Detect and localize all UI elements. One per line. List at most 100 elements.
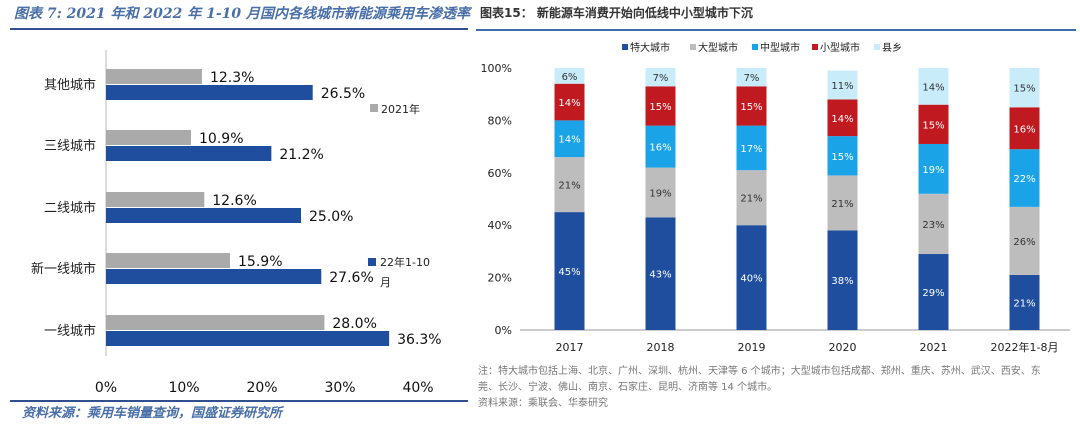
right-bar-segment-label: 21%	[831, 199, 853, 210]
right-bar-segment-label: 40%	[740, 274, 762, 285]
legend-swatch-2021	[370, 104, 378, 112]
right-bar-segment-0	[645, 217, 676, 330]
right-bar-segment-label: 11%	[831, 81, 853, 92]
left-bar-value-label: 15.9%	[238, 254, 282, 270]
right-legend-swatch	[874, 44, 880, 50]
right-bar-segment-4	[1009, 68, 1040, 108]
right-legend-label: 大型城市	[698, 41, 738, 54]
right-bar-segment-label: 14%	[558, 98, 580, 109]
right-bar-segment-label: 7%	[653, 73, 669, 84]
right-legend-label: 小型城市	[820, 41, 860, 54]
right-bar-segment-3	[554, 83, 585, 121]
right-bar-segment-label: 21%	[740, 194, 762, 205]
right-x-tick-label: 2021	[920, 341, 948, 354]
right-bar-segment-1	[827, 175, 858, 231]
right-bar-segment-2	[918, 143, 949, 194]
left-x-tick-label: 40%	[402, 380, 433, 396]
left-bar-2022	[106, 269, 322, 284]
right-y-tick-label: 60%	[488, 167, 512, 180]
left-bar-2022	[106, 85, 313, 100]
right-legend-swatch	[752, 44, 758, 50]
right-bar-segment-label: 38%	[831, 276, 853, 287]
right-bar-segment-label: 29%	[922, 288, 944, 299]
left-bar-value-label: 27.6%	[329, 270, 373, 286]
right-y-tick-label: 80%	[488, 114, 512, 127]
right-bar-segment-0	[554, 212, 585, 330]
left-bar-2021	[106, 130, 192, 145]
right-bar-segment-3	[918, 104, 949, 144]
left-bar-2021	[106, 253, 231, 268]
left-bar-value-label: 25.0%	[309, 209, 353, 225]
right-bar-segment-3	[736, 86, 767, 126]
right-bar-segment-label: 16%	[649, 143, 671, 154]
right-legend-label: 特大城市	[630, 41, 670, 54]
right-bar-segment-4	[827, 70, 858, 100]
note-line-2: 莞、长沙、宁波、佛山、南京、石家庄、昆明、济南等 14 个城市。	[478, 382, 778, 393]
legend-swatch-2022	[368, 258, 376, 266]
note-line-1: 注：特大城市包括上海、北京、广州、深圳、杭州、天津等 6 个城市；大型城市包括成…	[478, 366, 1041, 377]
left-bar-value-label: 36.3%	[397, 332, 441, 348]
left-x-tick-label: 0%	[95, 380, 117, 396]
left-category-label: 其他城市	[44, 77, 96, 93]
right-bar-segment-label: 26%	[1013, 237, 1035, 248]
right-bar-segment-4	[645, 68, 676, 87]
right-bar-segment-label: 14%	[831, 114, 853, 125]
left-bar-2022	[106, 208, 301, 223]
right-bar-segment-label: 21%	[558, 181, 580, 192]
right-bar-segment-2	[827, 136, 858, 176]
right-bar-segment-label: 17%	[740, 144, 762, 155]
right-y-tick-label: 0%	[495, 324, 512, 337]
left-bar-value-label: 12.3%	[210, 70, 254, 86]
right-x-tick-label: 2022年1-8月	[991, 340, 1059, 354]
legend-label-2022-line1: 22年1-10	[380, 255, 430, 269]
right-legend-label: 县乡	[882, 42, 902, 54]
right-bar-segment-label: 19%	[922, 165, 944, 176]
right-bar-segment-2	[554, 120, 585, 158]
right-bar-segment-1	[554, 157, 585, 213]
right-notes: 注：特大城市包括上海、北京、广州、深圳、杭州、天津等 6 个城市；大型城市包括成…	[478, 364, 1074, 412]
right-title-divider	[476, 29, 1076, 31]
right-bar-segment-4	[918, 68, 949, 105]
right-legend-swatch	[690, 44, 696, 50]
left-bar-2022	[106, 146, 272, 161]
note-line-3: 资料来源：乘联会、华泰研究	[478, 398, 608, 409]
left-title-divider	[10, 28, 468, 30]
right-bar-segment-2	[1009, 149, 1040, 207]
right-legend-swatch	[622, 44, 628, 50]
right-bar-segment-label: 15%	[649, 102, 671, 113]
right-bar-segment-2	[736, 125, 767, 171]
right-bar-segment-4	[554, 68, 585, 84]
left-bar-2021	[106, 315, 325, 330]
left-bar-value-label: 12.6%	[212, 193, 256, 209]
right-bar-segment-1	[736, 170, 767, 226]
right-bar-segment-label: 14%	[922, 82, 944, 93]
right-figure-panel: 图表15： 新能源车消费开始向低线中小型城市下沉 0% 20% 40% 60% 80% 1…	[472, 0, 1080, 431]
left-category-label: 二线城市	[44, 200, 96, 216]
right-bar-segment-1	[918, 193, 949, 255]
left-figure-panel: 图表 7: 2021 年和 2022 年 1-10 月国内各线城市新能源乘用车渗…	[0, 0, 472, 431]
left-category-label: 三线城市	[44, 138, 96, 154]
right-x-tick-label: 2018	[647, 341, 675, 354]
right-bar-segment-3	[1009, 107, 1040, 150]
right-bar-segment-label: 14%	[558, 135, 580, 146]
left-bar-value-label: 21.2%	[279, 147, 323, 163]
right-bar-segment-label: 22%	[1013, 174, 1035, 185]
left-bar-value-label: 10.9%	[199, 131, 243, 147]
right-bar-segment-0	[918, 254, 949, 330]
right-y-tick-label: 20%	[488, 272, 512, 285]
right-bar-segment-label: 15%	[740, 102, 762, 113]
right-legend-label: 中型城市	[760, 41, 800, 54]
left-x-tick-label: 30%	[324, 380, 355, 396]
right-bar-segment-label: 15%	[1013, 84, 1035, 95]
right-bar-segment-0	[736, 225, 767, 330]
right-bar-segment-3	[645, 86, 676, 126]
right-bar-segment-1	[645, 167, 676, 218]
left-bar-2021	[106, 69, 202, 84]
right-x-tick-label: 2020	[829, 341, 857, 354]
right-bar-segment-1	[1009, 206, 1040, 275]
right-bar-segment-2	[645, 125, 676, 168]
left-x-tick-label: 10%	[168, 380, 199, 396]
right-stacked-bar-chart: 0% 20% 40% 60% 80% 100% 45% 21% 14% 14% 6% 2017 43% 1…	[481, 41, 1070, 354]
left-category-label: 一线城市	[44, 323, 96, 339]
left-x-tick-label: 20%	[246, 380, 277, 396]
